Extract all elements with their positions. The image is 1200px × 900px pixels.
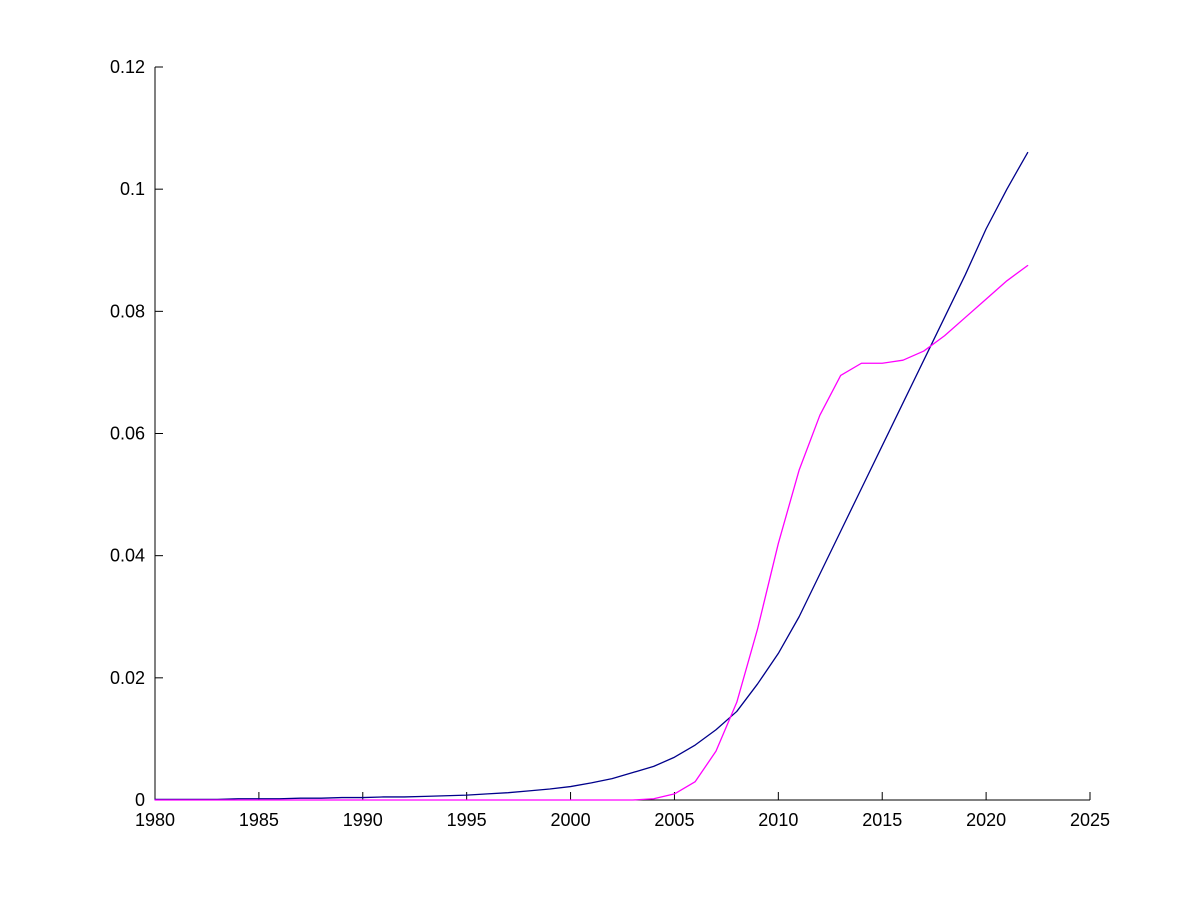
y-tick-label: 0.04 [110, 546, 145, 566]
x-tick-label: 1985 [239, 810, 279, 830]
x-tick-label: 2020 [966, 810, 1006, 830]
y-tick-label: 0.02 [110, 668, 145, 688]
series-magenta-line [154, 264, 1029, 801]
y-tick-label: 0.06 [110, 424, 145, 444]
x-tick-label: 2025 [1070, 810, 1110, 830]
y-tick-label: 0.08 [110, 301, 145, 321]
y-tick-label: 0.12 [110, 57, 145, 77]
x-tick-label: 1995 [447, 810, 487, 830]
x-tick-label: 1990 [343, 810, 383, 830]
x-tick-label: 1980 [135, 810, 175, 830]
y-tick-label: 0 [135, 790, 145, 810]
y-tick-label: 0.1 [120, 179, 145, 199]
x-tick-label: 2005 [654, 810, 694, 830]
x-tick-label: 2010 [758, 810, 798, 830]
x-tick-label: 2015 [862, 810, 902, 830]
series-dark-blue-line [154, 151, 1029, 801]
x-tick-label: 2000 [551, 810, 591, 830]
